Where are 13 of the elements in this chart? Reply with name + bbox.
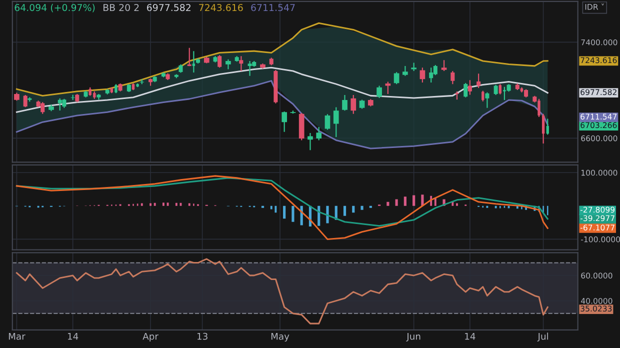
annotation: 7243.616 [199, 4, 243, 12]
x-tick-label: 13 [197, 332, 208, 340]
annotation: BB 20 2 [104, 4, 139, 12]
x-tick-label: Jun [406, 332, 420, 342]
annotation: 64.094 (+0.97%) [14, 4, 95, 12]
annotation: 6977.582 [147, 4, 190, 12]
x-tick-label: Jul [537, 332, 548, 342]
x-tick-label: Mar [8, 332, 26, 340]
x-tick-label: 14 [465, 332, 476, 340]
annotation: 6711.547 [251, 4, 295, 12]
x-tick-label: May [271, 332, 290, 342]
x-tick-label: 14 [68, 332, 78, 340]
x-tick-label: Apr [142, 332, 158, 342]
